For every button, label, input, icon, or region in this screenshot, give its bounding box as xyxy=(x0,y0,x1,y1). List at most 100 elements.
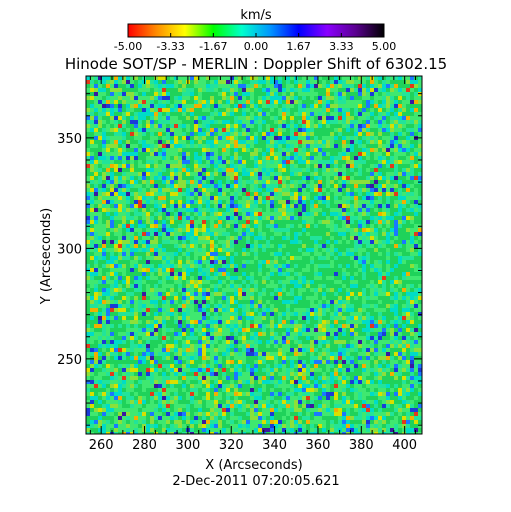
velocity-cell xyxy=(318,240,322,244)
velocity-cell xyxy=(86,284,90,288)
velocity-cell xyxy=(230,252,234,256)
velocity-cell xyxy=(382,308,386,312)
velocity-cell xyxy=(198,208,202,212)
velocity-cell xyxy=(138,100,142,104)
velocity-cell xyxy=(102,252,106,256)
velocity-cell xyxy=(302,84,306,88)
velocity-cell xyxy=(190,156,194,160)
velocity-cell xyxy=(322,252,326,256)
velocity-cell xyxy=(174,96,178,100)
velocity-cell xyxy=(110,228,114,232)
velocity-cell xyxy=(222,124,226,128)
velocity-cell xyxy=(246,252,250,256)
velocity-cell xyxy=(126,204,130,208)
velocity-cell xyxy=(122,276,126,280)
velocity-cell xyxy=(150,296,154,300)
velocity-cell xyxy=(310,224,314,228)
velocity-cell xyxy=(214,168,218,172)
velocity-cell xyxy=(294,200,298,204)
velocity-cell xyxy=(290,92,294,96)
velocity-cell xyxy=(126,156,130,160)
velocity-cell xyxy=(346,192,350,196)
velocity-cell xyxy=(398,244,402,248)
velocity-cell xyxy=(226,288,230,292)
velocity-cell xyxy=(314,296,318,300)
velocity-cell xyxy=(398,156,402,160)
velocity-cell xyxy=(246,148,250,152)
velocity-cell xyxy=(354,292,358,296)
velocity-cell xyxy=(358,284,362,288)
velocity-cell xyxy=(186,196,190,200)
velocity-cell xyxy=(202,180,206,184)
velocity-cell xyxy=(106,172,110,176)
velocity-cell xyxy=(274,284,278,288)
velocity-cell xyxy=(254,256,258,260)
velocity-cell xyxy=(262,132,266,136)
velocity-cell xyxy=(134,172,138,176)
velocity-cell xyxy=(230,220,234,224)
velocity-cell xyxy=(98,244,102,248)
velocity-cell xyxy=(394,164,398,168)
velocity-cell xyxy=(366,148,370,152)
velocity-cell xyxy=(146,84,150,88)
velocity-cell xyxy=(122,172,126,176)
velocity-cell xyxy=(358,200,362,204)
velocity-cell xyxy=(150,184,154,188)
velocity-cell xyxy=(322,272,326,276)
velocity-cell xyxy=(194,240,198,244)
velocity-cell xyxy=(166,164,170,168)
velocity-cell xyxy=(414,252,418,256)
velocity-cell xyxy=(410,188,414,192)
velocity-cell xyxy=(190,108,194,112)
velocity-cell xyxy=(114,84,118,88)
velocity-cell xyxy=(406,104,410,108)
velocity-cell xyxy=(122,112,126,116)
velocity-cell xyxy=(234,124,238,128)
velocity-cell xyxy=(190,76,194,80)
velocity-cell xyxy=(102,192,106,196)
velocity-cell xyxy=(154,172,158,176)
velocity-cell xyxy=(354,296,358,300)
velocity-cell xyxy=(114,216,118,220)
velocity-cell xyxy=(106,76,110,80)
velocity-cell xyxy=(234,84,238,88)
velocity-cell xyxy=(90,224,94,228)
velocity-cell xyxy=(294,92,298,96)
velocity-cell xyxy=(262,240,266,244)
velocity-cell xyxy=(250,276,254,280)
velocity-cell xyxy=(246,228,250,232)
velocity-cell xyxy=(314,252,318,256)
velocity-cell xyxy=(162,128,166,132)
velocity-cell xyxy=(406,136,410,140)
velocity-cell xyxy=(154,252,158,256)
velocity-cell xyxy=(370,212,374,216)
velocity-cell xyxy=(374,152,378,156)
velocity-cell xyxy=(122,140,126,144)
velocity-cell xyxy=(410,256,414,260)
velocity-cell xyxy=(110,224,114,228)
velocity-cell xyxy=(238,224,242,228)
velocity-cell xyxy=(130,196,134,200)
velocity-cell xyxy=(154,92,158,96)
velocity-cell xyxy=(118,240,122,244)
velocity-cell xyxy=(118,260,122,264)
velocity-cell xyxy=(222,296,226,300)
velocity-cell xyxy=(338,116,342,120)
velocity-cell xyxy=(378,128,382,132)
velocity-cell xyxy=(186,284,190,288)
velocity-cell xyxy=(366,92,370,96)
velocity-cell xyxy=(410,192,414,196)
velocity-cell xyxy=(242,136,246,140)
velocity-cell xyxy=(310,188,314,192)
velocity-cell xyxy=(326,268,330,272)
velocity-cell xyxy=(290,292,294,296)
velocity-cell xyxy=(146,288,150,292)
velocity-cell xyxy=(278,128,282,132)
velocity-cell xyxy=(154,196,158,200)
velocity-cell xyxy=(378,228,382,232)
velocity-cell xyxy=(130,300,134,304)
velocity-cell xyxy=(258,148,262,152)
velocity-cell xyxy=(314,172,318,176)
velocity-cell xyxy=(366,252,370,256)
velocity-cell xyxy=(298,144,302,148)
